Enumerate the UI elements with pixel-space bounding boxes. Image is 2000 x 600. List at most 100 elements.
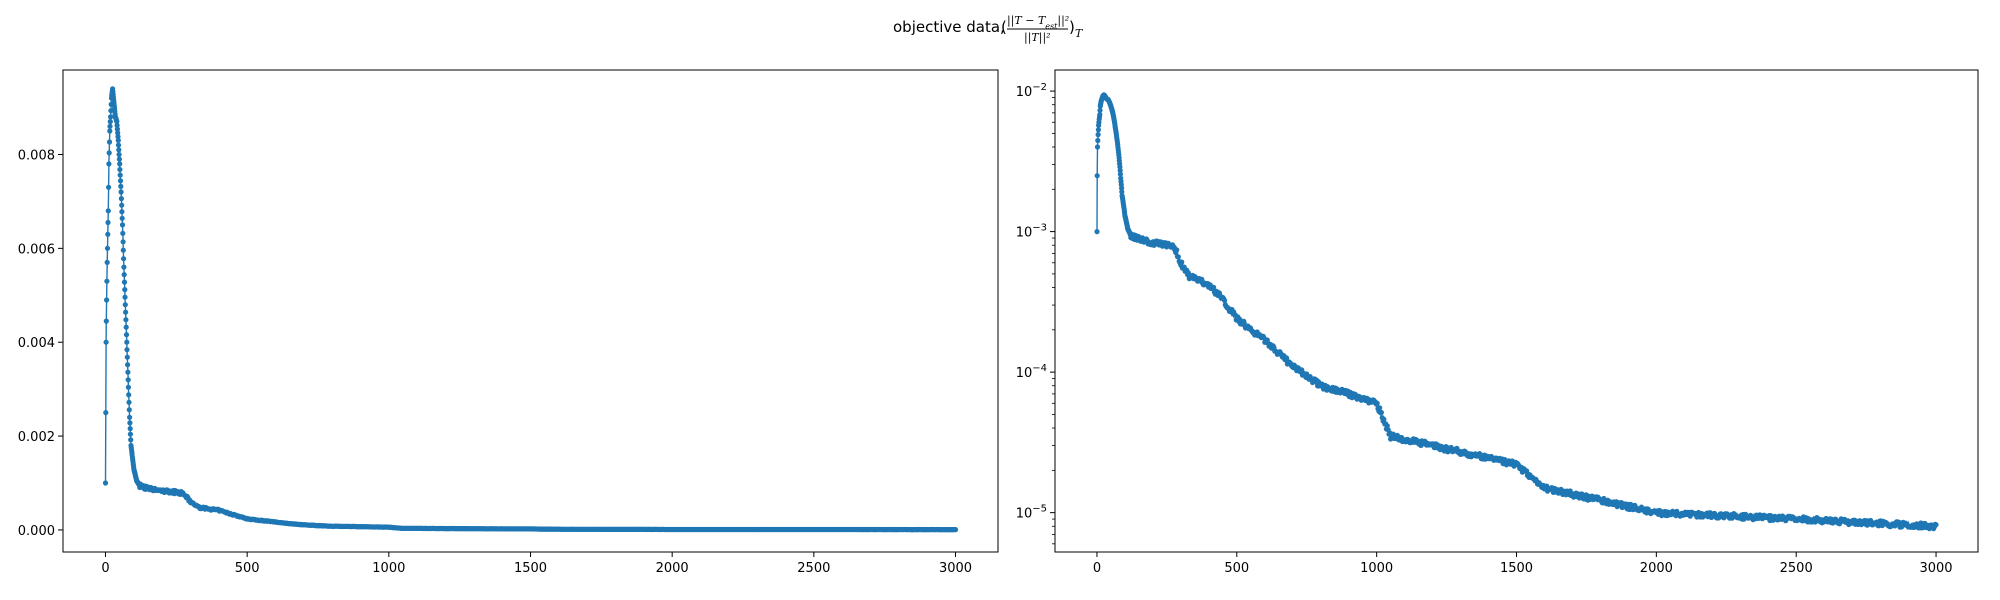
x-tick-label: 500 — [1224, 561, 1249, 576]
data-point — [114, 119, 120, 125]
data-point — [1933, 522, 1939, 528]
right-y-ticks: 10−5 10−4 10−3 10−2 — [1016, 82, 1055, 545]
title-numerator-main: ||T − T — [1007, 14, 1047, 28]
data-point — [116, 156, 122, 162]
x-tick-label: 0 — [101, 561, 109, 576]
data-point — [122, 302, 128, 308]
data-point — [117, 178, 124, 184]
data-point — [1374, 400, 1380, 406]
data-point — [104, 259, 110, 265]
data-point — [115, 142, 122, 148]
left-y-ticks: 0.000 0.002 0.004 0.006 0.008 — [18, 148, 63, 539]
data-point — [1381, 416, 1387, 422]
right-axes-frame — [1054, 69, 1979, 553]
data-point — [127, 426, 133, 432]
data-point — [125, 362, 131, 368]
data-point — [125, 377, 131, 383]
data-point — [1117, 171, 1123, 177]
data-point — [126, 407, 132, 413]
data-point — [1185, 270, 1191, 276]
data-point — [105, 219, 111, 226]
left-axes-frame — [62, 69, 999, 553]
data-point — [1179, 259, 1185, 265]
data-point — [123, 309, 129, 315]
data-point — [1284, 355, 1290, 361]
data-point — [108, 114, 114, 120]
data-point — [123, 332, 130, 338]
data-point — [1175, 254, 1181, 260]
title-numerator-sup: ||² — [1057, 14, 1069, 28]
x-tick-label: 2500 — [1780, 561, 1813, 576]
x-tick-label: 1000 — [1360, 561, 1393, 576]
left-x-ticks: 0 500 1000 1500 2000 2500 3000 — [101, 552, 972, 576]
data-point — [107, 128, 113, 134]
data-point — [116, 147, 122, 153]
left-subplot: 0 500 1000 1500 2000 2500 3000 0.000 0.002 0.004… — [18, 69, 999, 576]
x-tick-label: 3000 — [1919, 561, 1952, 576]
data-point — [106, 150, 112, 156]
data-point — [120, 230, 126, 236]
data-point — [115, 130, 121, 136]
y-tick-label: 0.002 — [18, 430, 55, 445]
y-tick-label: 0.004 — [18, 336, 55, 351]
data-point — [126, 392, 132, 398]
y-tick-label: 0.000 — [18, 524, 55, 539]
data-point — [114, 122, 120, 128]
y-tick-label: 0.008 — [18, 148, 55, 163]
y-tick-label: 10−5 — [1016, 504, 1047, 522]
x-tick-label: 0 — [1093, 561, 1101, 576]
data-point — [1378, 409, 1384, 416]
left-data-markers — [102, 86, 959, 533]
x-tick-label: 3000 — [939, 561, 972, 576]
data-point — [122, 294, 128, 300]
data-point — [105, 231, 111, 237]
data-point — [1174, 247, 1180, 253]
data-point — [114, 126, 120, 132]
data-point — [126, 399, 132, 405]
data-point — [106, 161, 112, 167]
data-point — [1117, 167, 1123, 174]
data-point — [1097, 107, 1103, 113]
data-point — [117, 172, 123, 178]
title-denominator: ||T||² — [1024, 31, 1051, 45]
data-point — [116, 151, 122, 158]
data-point — [105, 208, 111, 214]
data-point — [106, 184, 112, 190]
data-point — [121, 279, 128, 285]
y-tick-label: 10−4 — [1016, 363, 1047, 381]
data-point — [118, 183, 124, 189]
data-point — [104, 278, 110, 284]
data-point — [127, 420, 133, 426]
data-point — [103, 318, 109, 324]
data-point — [118, 196, 124, 202]
data-point — [104, 245, 111, 251]
data-point — [119, 202, 125, 208]
data-point — [1241, 318, 1247, 324]
data-point — [103, 410, 109, 416]
data-point — [119, 222, 126, 228]
right-x-ticks: 0 500 1000 1500 2000 2500 3000 — [1093, 552, 1953, 576]
data-point — [122, 287, 128, 293]
data-point — [952, 527, 959, 533]
x-tick-label: 1500 — [1500, 561, 1533, 576]
y-tick-label: 10−2 — [1016, 82, 1047, 100]
data-point — [1119, 185, 1125, 191]
data-point — [127, 414, 133, 420]
x-tick-label: 500 — [235, 561, 260, 576]
y-tick-label: 0.006 — [18, 242, 55, 257]
data-point — [1095, 132, 1101, 138]
data-point — [102, 480, 109, 486]
data-point — [1095, 137, 1101, 144]
data-point — [125, 384, 131, 390]
data-point — [121, 256, 127, 262]
data-point — [127, 431, 133, 437]
right-subplot: 0 500 1000 1500 2000 2500 3000 10−510−410−310−… — [1016, 69, 1979, 576]
right-data-markers — [1094, 92, 1939, 532]
data-point — [103, 339, 109, 345]
data-point — [1094, 229, 1100, 235]
x-tick-label: 2000 — [656, 561, 689, 576]
data-point — [123, 317, 129, 323]
x-tick-label: 2000 — [1640, 561, 1673, 576]
data-point — [120, 247, 126, 253]
